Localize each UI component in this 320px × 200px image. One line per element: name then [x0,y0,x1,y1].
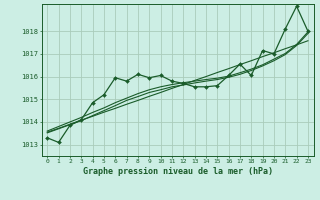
X-axis label: Graphe pression niveau de la mer (hPa): Graphe pression niveau de la mer (hPa) [83,167,273,176]
